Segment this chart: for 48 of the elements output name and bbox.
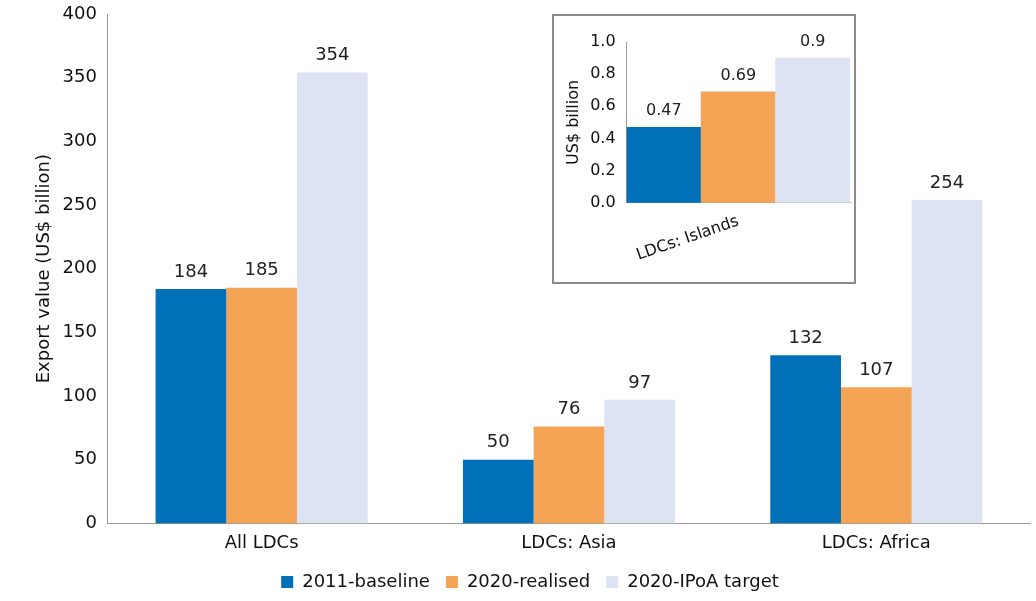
bar bbox=[626, 126, 702, 203]
y-tick-label: 100 bbox=[62, 383, 97, 405]
x-tick-label: LDCs: Asia bbox=[521, 530, 617, 552]
bar bbox=[226, 287, 297, 524]
bar bbox=[155, 289, 227, 524]
y-tick-label: 1.0 bbox=[590, 31, 616, 51]
data-label: 107 bbox=[859, 357, 894, 379]
data-label: 254 bbox=[929, 170, 965, 192]
y-axis-title: Export value (US$ billion) bbox=[32, 154, 54, 384]
y-tick-label: 0.2 bbox=[590, 159, 616, 179]
bar bbox=[911, 199, 983, 524]
x-tick-label: All LDCs bbox=[224, 530, 299, 552]
x-tick-label: LDCs: Africa bbox=[821, 530, 931, 552]
legend-label: 2011-baseline bbox=[302, 569, 430, 591]
y-tick-label: 0.6 bbox=[590, 95, 616, 115]
y-tick-label: 0.4 bbox=[590, 127, 616, 147]
bar bbox=[700, 91, 776, 203]
data-label: 50 bbox=[486, 430, 510, 452]
legend-label: 2020-IPoA target bbox=[627, 569, 779, 591]
y-tick-label: 0.8 bbox=[590, 63, 616, 83]
y-tick-label: 350 bbox=[62, 65, 97, 87]
data-label: 185 bbox=[244, 258, 279, 280]
x-tick-label: LDCs: Islands bbox=[633, 210, 741, 264]
y-axis-title: US$ billion bbox=[562, 79, 582, 165]
bar bbox=[296, 72, 368, 524]
data-label: 184 bbox=[173, 259, 209, 281]
data-label: 76 bbox=[557, 397, 581, 419]
bar bbox=[770, 355, 841, 524]
y-tick-label: 300 bbox=[62, 129, 97, 151]
bar bbox=[533, 426, 605, 524]
y-tick-label: 0 bbox=[85, 511, 97, 533]
data-label: 97 bbox=[628, 370, 652, 392]
data-label: 0.47 bbox=[646, 100, 682, 120]
data-label: 0.69 bbox=[720, 65, 757, 85]
bar bbox=[840, 387, 912, 524]
data-label: 0.9 bbox=[800, 31, 826, 51]
y-tick-label: 50 bbox=[74, 447, 97, 469]
y-tick-label: 200 bbox=[62, 256, 97, 278]
y-tick-label: 150 bbox=[62, 320, 97, 342]
legend-label: 2020-realised bbox=[466, 569, 591, 591]
bar bbox=[462, 459, 534, 524]
bar bbox=[775, 57, 850, 203]
data-label: 132 bbox=[788, 325, 823, 347]
y-tick-label: 0.0 bbox=[590, 192, 616, 211]
y-tick-label: 250 bbox=[62, 192, 97, 214]
data-label: 354 bbox=[315, 43, 350, 65]
bar bbox=[604, 399, 676, 524]
y-tick-label: 400 bbox=[62, 1, 97, 23]
